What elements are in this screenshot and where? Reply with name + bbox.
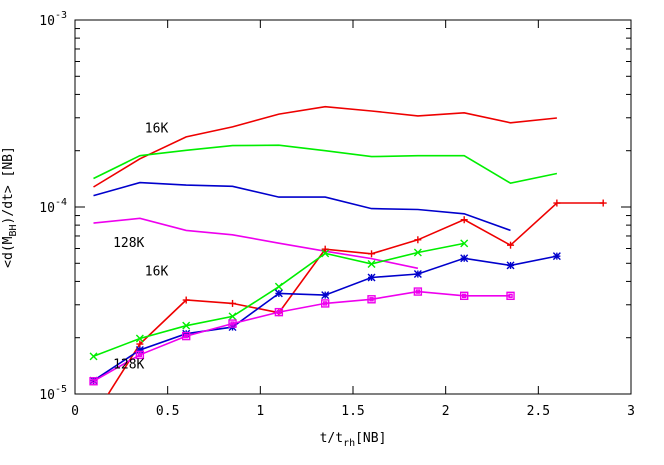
y-tick-label: 10-5 — [39, 384, 67, 403]
y-tick-mantissa: 10 — [39, 201, 55, 216]
data-point-6 — [321, 291, 330, 300]
series-annotation: 16K — [145, 122, 169, 137]
data-point-7 — [135, 350, 145, 360]
x-axis-label-subscript: rh — [343, 438, 355, 449]
data-point-7 — [274, 307, 284, 317]
y-axis-label-subscript: BH — [8, 224, 19, 236]
data-point-5 — [274, 282, 283, 291]
data-point-5 — [228, 312, 237, 321]
series-line-0 — [93, 105, 557, 188]
data-point-4 — [368, 250, 376, 258]
data-point-5 — [321, 249, 330, 258]
data-point-7 — [413, 287, 423, 296]
x-axis-label: t/trh[NB] — [320, 431, 387, 449]
data-point-4 — [229, 299, 237, 307]
data-point-5 — [413, 248, 422, 257]
data-point-4 — [414, 236, 422, 244]
y-tick-mantissa: 10 — [39, 14, 55, 29]
data-point-4 — [182, 296, 190, 304]
data-point-7 — [460, 291, 469, 301]
y-axis-ticks: 10-510-410-3 — [39, 10, 631, 403]
series-line-4 — [107, 202, 604, 394]
data-point-4 — [136, 340, 144, 348]
data-point-5 — [460, 239, 469, 248]
data-point-7 — [228, 319, 237, 328]
data-point-6 — [135, 345, 144, 354]
x-tick-label: 1 — [256, 404, 264, 419]
y-tick-exponent: -4 — [55, 197, 67, 208]
y-axis-label: <d(MBH)/dt> [NB] — [1, 146, 19, 268]
data-point-5 — [367, 259, 376, 268]
data-point-6 — [506, 261, 515, 270]
y-axis-label-head: <d(M — [1, 236, 16, 267]
y-tick-exponent: -5 — [55, 384, 67, 395]
data-point-4 — [507, 241, 515, 249]
series-annotation: 16K — [145, 265, 169, 280]
y-axis-label-tail: )/dt> [NB] — [1, 146, 16, 224]
x-tick-label: 3 — [627, 404, 635, 419]
y-tick-label: 10-4 — [39, 197, 67, 216]
data-point-6 — [367, 273, 376, 282]
data-point-5 — [182, 321, 191, 330]
data-point-4 — [599, 199, 607, 207]
x-tick-label: 2.5 — [527, 404, 550, 419]
x-axis-label-unit: [NB] — [355, 431, 386, 446]
x-tick-label: 2 — [442, 404, 450, 419]
y-tick-label: 10-3 — [39, 10, 67, 29]
data-point-7 — [506, 291, 515, 301]
data-point-6 — [413, 270, 422, 279]
series-layer — [89, 105, 607, 421]
data-point-6 — [460, 254, 469, 263]
data-point-4 — [460, 216, 468, 224]
data-point-7 — [89, 377, 98, 386]
series-line-1 — [93, 144, 558, 185]
data-point-4 — [90, 414, 97, 421]
plot-frame — [74, 19, 632, 395]
x-tick-label: 0 — [71, 404, 79, 419]
series-line-3 — [93, 217, 419, 270]
data-point-7 — [367, 295, 376, 304]
series-line-7 — [93, 290, 511, 382]
y-tick-exponent: -3 — [55, 10, 67, 21]
y-tick-mantissa: 10 — [39, 388, 55, 403]
series-annotation: 128K — [113, 236, 144, 251]
data-point-6 — [552, 252, 561, 261]
data-point-4 — [321, 245, 329, 253]
x-tick-label: 0.5 — [156, 404, 179, 419]
data-point-7 — [321, 299, 330, 308]
data-point-6 — [274, 289, 283, 298]
data-point-5 — [89, 352, 98, 361]
data-point-5 — [135, 334, 144, 343]
x-tick-label: 1.5 — [341, 404, 364, 419]
series-annotation: 128K — [113, 357, 144, 372]
data-point-7 — [181, 331, 191, 341]
x-axis-label-main: t/t — [320, 431, 343, 446]
data-point-4 — [553, 199, 561, 207]
x-axis-ticks: 0 0.5 1 1.5 2 2.5 3 — [71, 20, 635, 419]
series-line-5 — [93, 242, 465, 358]
series-line-2 — [93, 181, 511, 232]
